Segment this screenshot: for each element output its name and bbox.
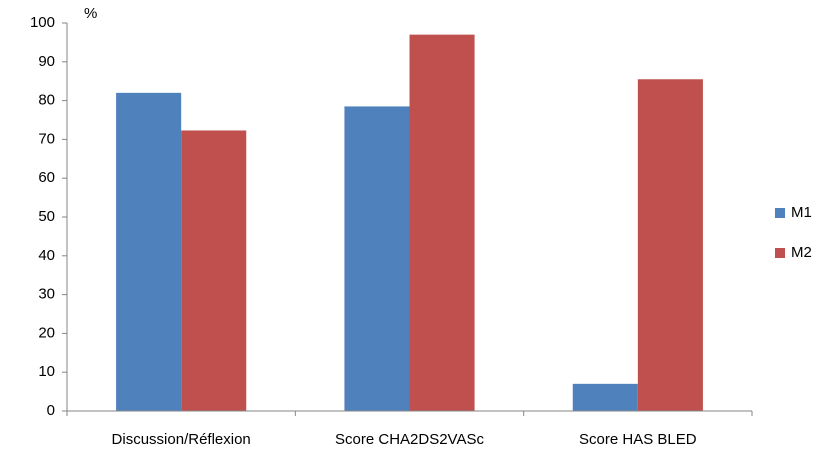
y-tick-label: 80 (38, 92, 55, 109)
bar (344, 106, 410, 412)
bar (116, 92, 182, 411)
y-tick-label: 100 (30, 14, 55, 31)
y-axis-label: % (84, 5, 97, 22)
x-tick-label: Discussion/Réflexion (112, 431, 251, 448)
legend-swatch (775, 248, 785, 258)
bar (637, 79, 703, 411)
y-tick-label: 40 (38, 247, 55, 264)
bar (572, 383, 638, 411)
bar (409, 34, 475, 411)
x-tick-label: Score HAS BLED (579, 431, 697, 448)
legend-swatch (775, 208, 785, 218)
y-tick-label: 10 (38, 363, 55, 380)
y-tick-label: 0 (47, 402, 55, 419)
bar (181, 130, 247, 411)
y-tick-label: 30 (38, 286, 55, 303)
legend-label: M1 (791, 204, 812, 221)
y-tick-label: 50 (38, 208, 55, 225)
y-tick-label: 60 (38, 169, 55, 186)
y-tick-label: 70 (38, 130, 55, 147)
x-tick-label: Score CHA2DS2VASc (335, 431, 484, 448)
y-tick-label: 20 (38, 324, 55, 341)
legend-label: M2 (791, 244, 812, 261)
y-tick-label: 90 (38, 53, 55, 70)
